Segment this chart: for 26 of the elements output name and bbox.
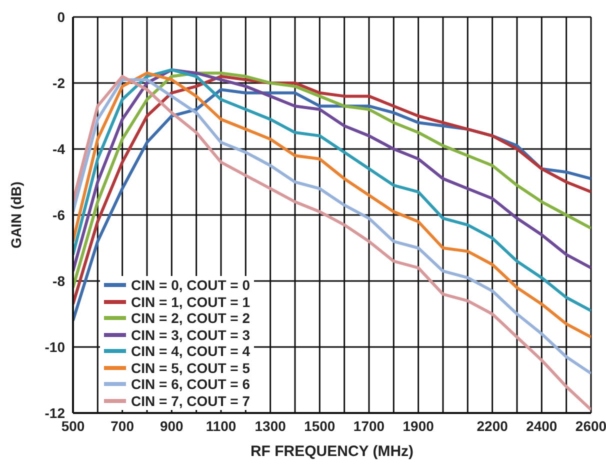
x-tick-label: 1300 — [254, 418, 286, 434]
x-tick-label: 1700 — [353, 418, 385, 434]
x-axis-title: RF FREQUENCY (MHz) — [250, 443, 414, 460]
legend-label: CIN = 5, COUT = 5 — [131, 360, 250, 376]
legend-label: CIN = 1, COUT = 1 — [131, 294, 250, 310]
y-tick-label: -8 — [52, 272, 66, 289]
y-tick-label: 0 — [57, 8, 66, 25]
legend-label: CIN = 2, COUT = 2 — [131, 310, 250, 326]
x-tick-label: 1900 — [402, 418, 434, 434]
y-tick-label: -2 — [52, 74, 66, 91]
x-tick-label: 900 — [160, 418, 184, 434]
x-tick-label: 2600 — [575, 418, 606, 434]
legend-label: CIN = 0, COUT = 0 — [131, 277, 250, 294]
x-tick-label: 700 — [110, 418, 134, 434]
x-tick-label: 2200 — [476, 418, 508, 434]
x-tick-label: 1500 — [304, 418, 336, 434]
legend-label: CIN = 7, COUT = 7 — [131, 392, 250, 409]
y-tick-label: -4 — [52, 140, 66, 157]
legend-label: CIN = 3, COUT = 3 — [131, 326, 250, 343]
legend-label: CIN = 4, COUT = 4 — [131, 343, 250, 360]
x-tick-label: 1100 — [206, 418, 236, 434]
x-tick-label: 2400 — [526, 418, 558, 434]
y-axis-title: GAIN (dB) — [8, 182, 24, 248]
y-tick-label: -10 — [44, 338, 66, 355]
y-tick-label: -6 — [52, 206, 66, 223]
legend-label: CIN = 6, COUT = 6 — [131, 376, 250, 392]
